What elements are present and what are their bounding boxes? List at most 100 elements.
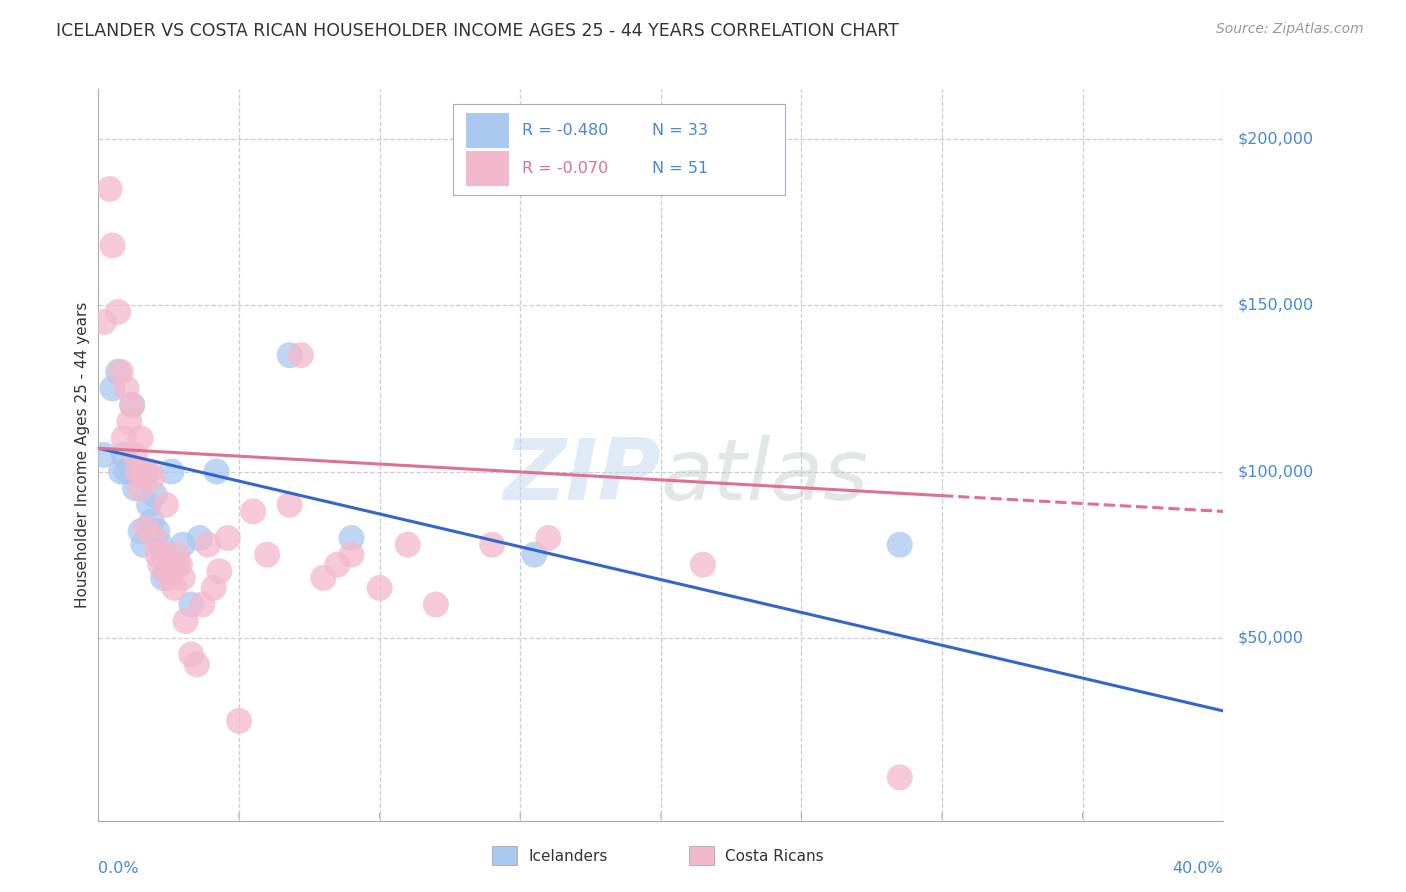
Bar — [467, 152, 509, 186]
Point — [340, 548, 363, 562]
Point — [132, 538, 155, 552]
Text: $150,000: $150,000 — [1237, 298, 1313, 313]
Text: Costa Ricans: Costa Ricans — [725, 849, 824, 863]
Point — [340, 531, 363, 545]
Point — [368, 581, 391, 595]
Text: atlas: atlas — [661, 435, 869, 518]
Point — [174, 614, 197, 628]
Point — [121, 398, 143, 412]
Point — [98, 182, 121, 196]
Point — [93, 448, 115, 462]
Point — [138, 465, 160, 479]
Point — [135, 465, 157, 479]
Text: ZIP: ZIP — [503, 435, 661, 518]
Point — [112, 448, 135, 462]
Point — [152, 571, 174, 585]
Text: ICELANDER VS COSTA RICAN HOUSEHOLDER INCOME AGES 25 - 44 YEARS CORRELATION CHART: ICELANDER VS COSTA RICAN HOUSEHOLDER INC… — [56, 22, 898, 40]
Point — [110, 465, 132, 479]
Point — [481, 538, 503, 552]
Point — [149, 538, 172, 552]
Point — [93, 315, 115, 329]
Y-axis label: Householder Income Ages 25 - 44 years: Householder Income Ages 25 - 44 years — [75, 301, 90, 608]
Point — [107, 365, 129, 379]
Point — [157, 571, 180, 585]
Point — [197, 538, 219, 552]
Point — [166, 558, 188, 572]
Point — [157, 558, 180, 572]
Text: N = 51: N = 51 — [652, 161, 709, 177]
Point — [290, 348, 312, 362]
Text: R = -0.480: R = -0.480 — [523, 123, 609, 137]
Point — [180, 598, 202, 612]
Point — [163, 581, 186, 595]
Point — [118, 465, 141, 479]
Point — [135, 521, 157, 535]
Point — [692, 558, 714, 572]
Point — [146, 524, 169, 539]
Point — [180, 648, 202, 662]
Point — [202, 581, 225, 595]
Point — [107, 305, 129, 319]
Point — [138, 498, 160, 512]
Point — [242, 504, 264, 518]
Point — [132, 465, 155, 479]
Text: Icelanders: Icelanders — [529, 849, 607, 863]
Point — [537, 531, 560, 545]
Point — [115, 465, 138, 479]
Point — [149, 558, 172, 572]
Point — [160, 564, 183, 578]
Point — [155, 498, 177, 512]
Point — [278, 348, 301, 362]
Text: 40.0%: 40.0% — [1173, 861, 1223, 876]
Point — [127, 465, 149, 479]
Point — [228, 714, 250, 728]
Point — [124, 448, 146, 462]
Point — [169, 558, 191, 572]
Point — [523, 548, 546, 562]
Point — [425, 598, 447, 612]
Point — [110, 365, 132, 379]
Text: 0.0%: 0.0% — [98, 861, 139, 876]
Point — [129, 524, 152, 539]
Point — [326, 558, 349, 572]
Bar — [467, 112, 509, 148]
Point — [115, 381, 138, 395]
Text: N = 33: N = 33 — [652, 123, 707, 137]
Point — [172, 538, 194, 552]
Point — [152, 548, 174, 562]
Point — [129, 481, 152, 495]
Point — [278, 498, 301, 512]
Point — [121, 465, 143, 479]
Point — [121, 398, 143, 412]
Point — [217, 531, 239, 545]
Point — [208, 564, 231, 578]
Point — [256, 548, 278, 562]
Point — [143, 488, 166, 502]
Point — [143, 531, 166, 545]
Point — [396, 538, 419, 552]
Point — [141, 515, 163, 529]
Point — [146, 548, 169, 562]
Point — [160, 465, 183, 479]
Text: $50,000: $50,000 — [1237, 631, 1303, 645]
Point — [127, 465, 149, 479]
Point — [191, 598, 214, 612]
Point — [205, 465, 228, 479]
Point — [166, 548, 188, 562]
Text: Source: ZipAtlas.com: Source: ZipAtlas.com — [1216, 22, 1364, 37]
Point — [124, 481, 146, 495]
Point — [889, 771, 911, 785]
Point — [101, 381, 124, 395]
Point — [889, 538, 911, 552]
Point — [312, 571, 335, 585]
Point — [112, 431, 135, 445]
Point — [101, 238, 124, 252]
Point — [129, 431, 152, 445]
Point — [172, 571, 194, 585]
Point — [155, 564, 177, 578]
Point — [188, 531, 211, 545]
Point — [186, 657, 208, 672]
Text: R = -0.070: R = -0.070 — [523, 161, 609, 177]
FancyBboxPatch shape — [453, 103, 785, 195]
Point — [141, 471, 163, 485]
